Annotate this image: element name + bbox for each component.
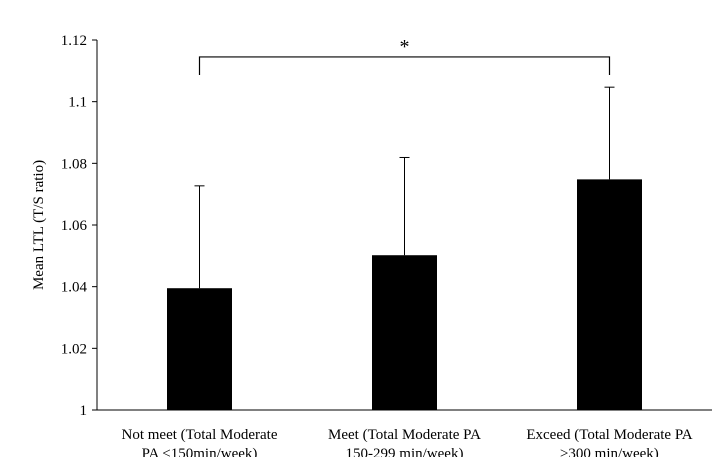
y-tick-label: 1.06 (61, 218, 88, 234)
significance-bracket-line (198, 56, 611, 75)
significance-marker: * (400, 36, 410, 58)
y-tick-label: 1.1 (68, 95, 87, 111)
x-category-label: PA <150min/week) (142, 446, 258, 457)
significance-bracket: * (198, 36, 611, 75)
y-tick-label: 1.04 (61, 280, 88, 296)
bar (167, 288, 232, 410)
x-category-label: Meet (Total Moderate PA (328, 427, 481, 443)
bar (372, 255, 437, 410)
y-tick-label: 1.12 (61, 33, 87, 49)
x-category-label: Exceed (Total Moderate PA (526, 427, 692, 443)
error-bars (194, 86, 615, 289)
bar (577, 179, 642, 410)
x-category-label: ≥300 min/week) (560, 446, 659, 457)
x-axis: Not meet (Total Moderate PA <150min/week)… (97, 409, 712, 457)
y-tick-label: 1.08 (61, 156, 87, 172)
x-category-label: Not meet (Total Moderate (122, 427, 278, 443)
y-tick-label: 1 (80, 403, 88, 419)
y-axis-label: Mean LTL (T/S ratio) (31, 160, 47, 290)
x-category-label: 150-299 min/week) (346, 446, 464, 457)
y-tick-label: 1.02 (61, 341, 87, 357)
y-axis: 1 1.02 1.04 1.06 1.08 1.1 1.12 (61, 33, 98, 419)
bars (167, 179, 642, 410)
